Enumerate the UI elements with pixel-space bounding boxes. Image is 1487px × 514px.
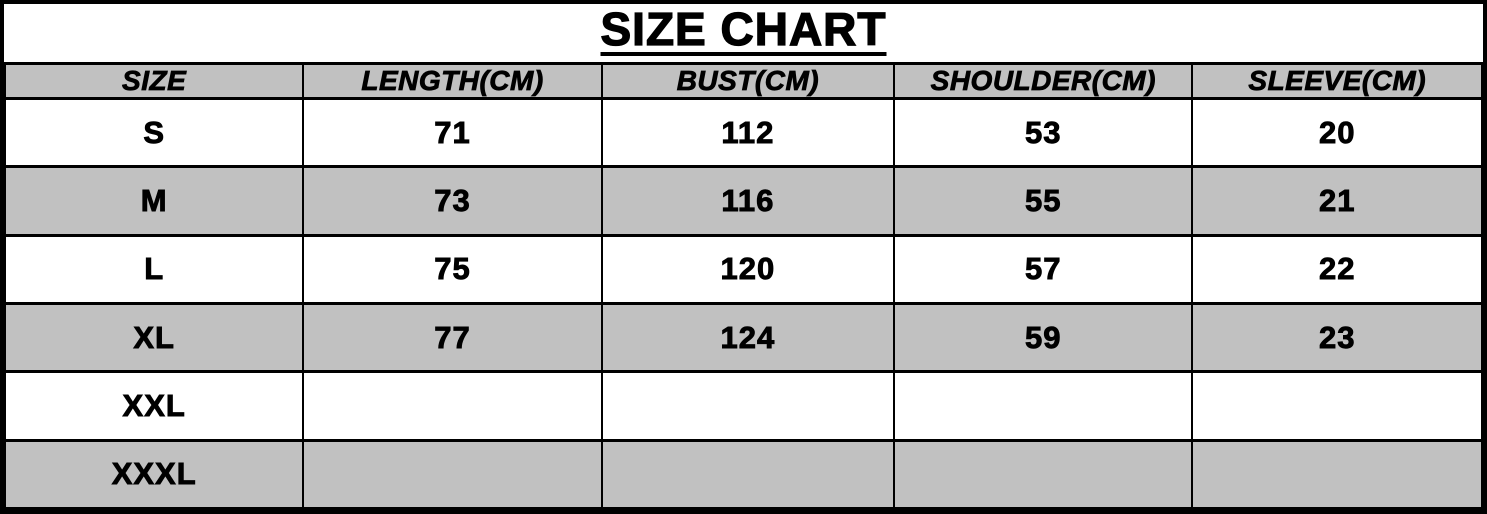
shoulder-value: 55 <box>893 165 1194 237</box>
sleeve-value: 21 <box>1191 165 1483 237</box>
table-row-xxl: XXL <box>3 370 1483 442</box>
length-value: 73 <box>302 165 603 237</box>
shoulder-value: 59 <box>893 301 1194 374</box>
size-label: L <box>3 233 305 305</box>
sleeve-value <box>1191 438 1483 511</box>
shoulder-value: 53 <box>893 96 1194 169</box>
sleeve-value <box>1191 370 1483 442</box>
title-row: SIZE CHART <box>4 4 1483 62</box>
column-header-shoulder: SHOULDER(CM) <box>893 62 1194 100</box>
bust-value: 124 <box>600 301 896 374</box>
column-header-length: LENGTH(CM) <box>302 62 603 100</box>
column-header-size: SIZE <box>3 62 305 100</box>
size-label: XXL <box>3 370 305 442</box>
bust-value: 120 <box>600 233 896 305</box>
table-row-l: L 75 120 57 22 <box>3 233 1483 305</box>
length-value: 71 <box>302 96 603 169</box>
table-row-m: M 73 116 55 21 <box>3 165 1483 237</box>
shoulder-value: 57 <box>893 233 1194 305</box>
size-table: SIZE LENGTH(CM) BUST(CM) SHOULDER(CM) SL… <box>3 62 1483 511</box>
table-row-s: S 71 112 53 20 <box>3 96 1483 169</box>
bust-value <box>600 438 896 511</box>
size-label: S <box>3 96 305 169</box>
size-label: M <box>3 165 305 237</box>
shoulder-value <box>893 438 1194 511</box>
bust-value <box>600 370 896 442</box>
sleeve-value: 22 <box>1191 233 1483 305</box>
column-header-bust: BUST(CM) <box>600 62 896 100</box>
length-value <box>302 438 603 511</box>
size-label: XXXL <box>3 438 305 511</box>
table-row-xxxl: XXXL <box>3 438 1483 511</box>
sleeve-value: 23 <box>1191 301 1483 374</box>
length-value: 75 <box>302 233 603 305</box>
sleeve-value: 20 <box>1191 96 1483 169</box>
length-value <box>302 370 603 442</box>
shoulder-value <box>893 370 1194 442</box>
bust-value: 116 <box>600 165 896 237</box>
page-title: SIZE CHART <box>600 3 887 55</box>
bust-value: 112 <box>600 96 896 169</box>
column-header-sleeve: SLEEVE(CM) <box>1191 62 1483 100</box>
size-label: XL <box>3 301 305 374</box>
length-value: 77 <box>302 301 603 374</box>
header-row: SIZE LENGTH(CM) BUST(CM) SHOULDER(CM) SL… <box>3 62 1483 100</box>
table-row-xl: XL 77 124 59 23 <box>3 301 1483 374</box>
